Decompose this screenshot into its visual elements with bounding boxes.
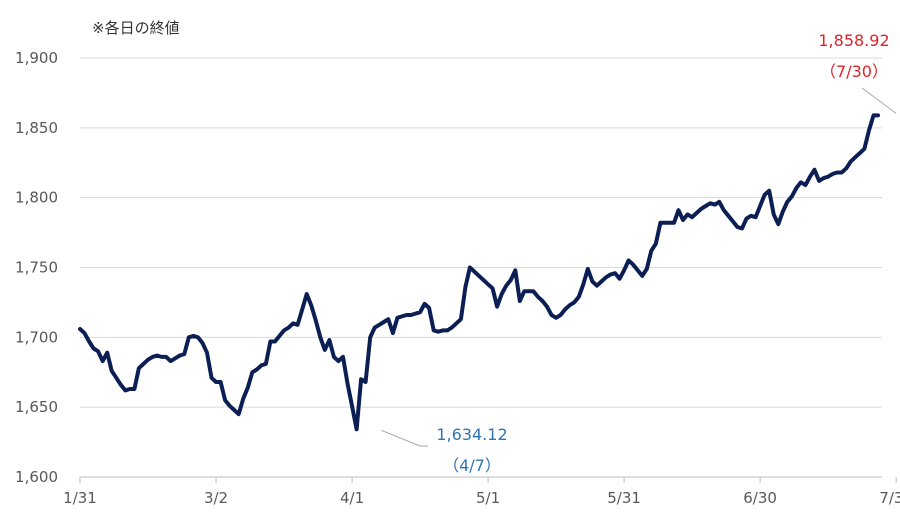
high-leader-line (861, 87, 897, 114)
x-tick-label: 6/30 (743, 489, 777, 507)
low-date-label: （4/7） (443, 456, 501, 475)
x-axis-tick-labels: 1/31 3/2 4/1 5/1 5/31 6/30 7/30 (63, 489, 900, 507)
low-leader-line (381, 429, 428, 447)
grid-lines (80, 57, 882, 408)
y-tick-label: 1,850 (15, 119, 58, 137)
y-tick-label: 1,900 (15, 49, 58, 67)
x-tick-label: 1/31 (63, 489, 97, 507)
chart-note: ※各日の終値 (92, 19, 180, 37)
annotations: 1,858.92 （7/30） 1,634.12 （4/7） (381, 31, 897, 475)
high-date-label: （7/30） (820, 62, 888, 81)
x-tick-label: 5/1 (476, 489, 500, 507)
y-tick-label: 1,600 (15, 468, 58, 486)
y-tick-label: 1,800 (15, 189, 58, 207)
y-tick-label: 1,700 (15, 328, 58, 346)
y-tick-label: 1,750 (15, 259, 58, 277)
series-line (78, 113, 880, 432)
x-tick-label: 7/30 (879, 489, 900, 507)
axes (79, 476, 897, 483)
low-value-label: 1,634.12 (436, 425, 507, 444)
high-value-label: 1,858.92 (818, 31, 889, 50)
series-layer (78, 113, 880, 432)
x-tick-label: 5/31 (607, 489, 641, 507)
x-tick-label: 3/2 (204, 489, 228, 507)
y-tick-label: 1,650 (15, 398, 58, 416)
y-axis-tick-labels: 1,600 1,650 1,700 1,750 1,800 1,850 1,900 (15, 49, 58, 486)
x-tick-label: 4/1 (340, 489, 364, 507)
